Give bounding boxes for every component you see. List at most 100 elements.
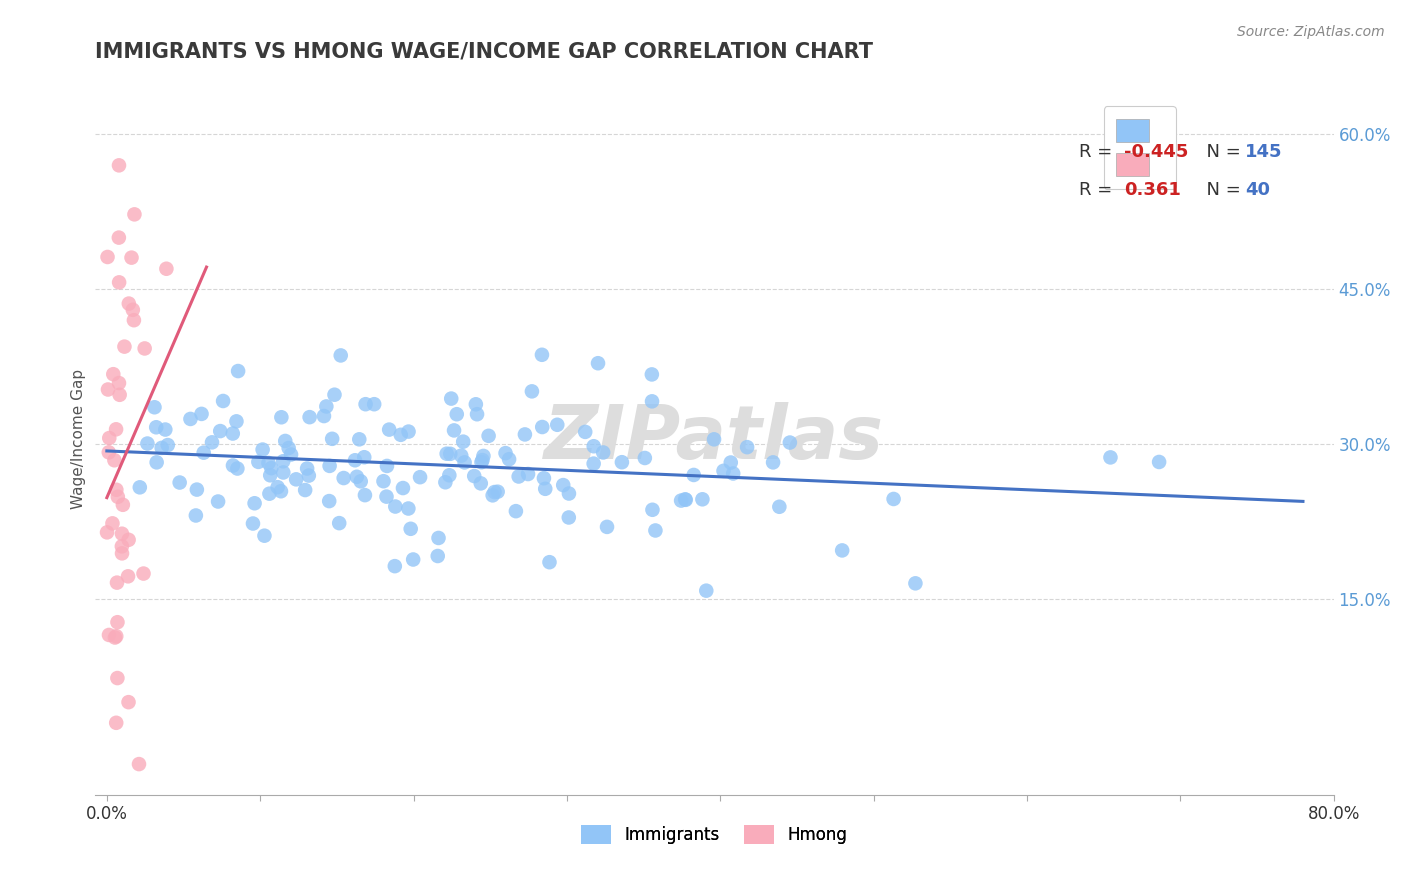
Point [553,478,575,492]
Point [520,384,543,399]
Point [274,434,297,448]
Point [226,461,249,475]
Point [354,488,377,502]
Point [259,486,281,500]
Point [108,276,131,290]
Point [328,516,350,530]
Point [392,481,415,495]
Point [96,525,118,540]
Text: -0.445: -0.445 [1125,143,1188,161]
Point [451,434,474,449]
Point [596,520,619,534]
Point [439,447,461,461]
Point [720,456,742,470]
Point [222,458,245,473]
Point [318,494,340,508]
Point [134,342,156,356]
Text: R =: R = [1080,181,1118,199]
Point [531,420,554,434]
Point [470,455,492,469]
Legend: Immigrants, Hmong: Immigrants, Hmong [574,818,855,851]
Text: N =: N = [1195,143,1246,161]
Point [443,424,465,438]
Point [398,425,420,439]
Point [108,376,131,390]
Point [703,433,725,447]
Point [179,412,201,426]
Point [271,466,294,480]
Point [592,445,614,459]
Point [117,695,139,709]
Point [270,410,292,425]
Point [107,615,129,630]
Point [558,486,581,500]
Point [318,458,340,473]
Point [98,628,121,642]
Point [226,364,249,378]
Point [103,453,125,467]
Point [446,407,468,421]
Point [396,501,419,516]
Point [128,480,150,494]
Point [97,383,120,397]
Point [186,483,208,497]
Point [349,433,371,447]
Point [312,409,335,423]
Point [439,468,461,483]
Point [695,583,717,598]
Point [669,493,692,508]
Point [484,485,506,500]
Point [105,575,128,590]
Point [533,471,555,485]
Text: ZIPatlas: ZIPatlas [544,402,884,475]
Point [530,348,553,362]
Text: 40: 40 [1246,181,1270,199]
Point [143,401,166,415]
Point [436,447,458,461]
Point [124,207,146,221]
Point [242,516,264,531]
Point [111,546,134,560]
Point [384,559,406,574]
Point [105,422,128,436]
Point [97,445,120,459]
Point [107,490,129,504]
Point [332,471,354,485]
Point [108,388,131,402]
Point [453,455,475,469]
Point [121,251,143,265]
Point [298,468,321,483]
Point [508,469,530,483]
Point [1099,450,1122,465]
Point [253,529,276,543]
Point [350,475,373,489]
Point [498,452,520,467]
Point [883,491,905,506]
Point [117,569,139,583]
Point [384,500,406,514]
Text: 0.361: 0.361 [1125,181,1181,199]
Point [298,410,321,425]
Point [472,449,495,463]
Point [294,483,316,497]
Point [184,508,207,523]
Point [354,397,377,411]
Point [470,476,492,491]
Point [641,394,664,409]
Point [96,250,118,264]
Point [108,230,131,244]
Point [768,500,790,514]
Point [644,524,666,538]
Point [513,427,536,442]
Point [634,450,657,465]
Point [128,757,150,772]
Point [155,423,177,437]
Text: Source: ZipAtlas.com: Source: ZipAtlas.com [1237,25,1385,39]
Point [464,397,486,411]
Point [586,356,609,370]
Point [111,498,134,512]
Point [222,426,245,441]
Point [692,492,714,507]
Point [150,441,173,455]
Point [155,261,177,276]
